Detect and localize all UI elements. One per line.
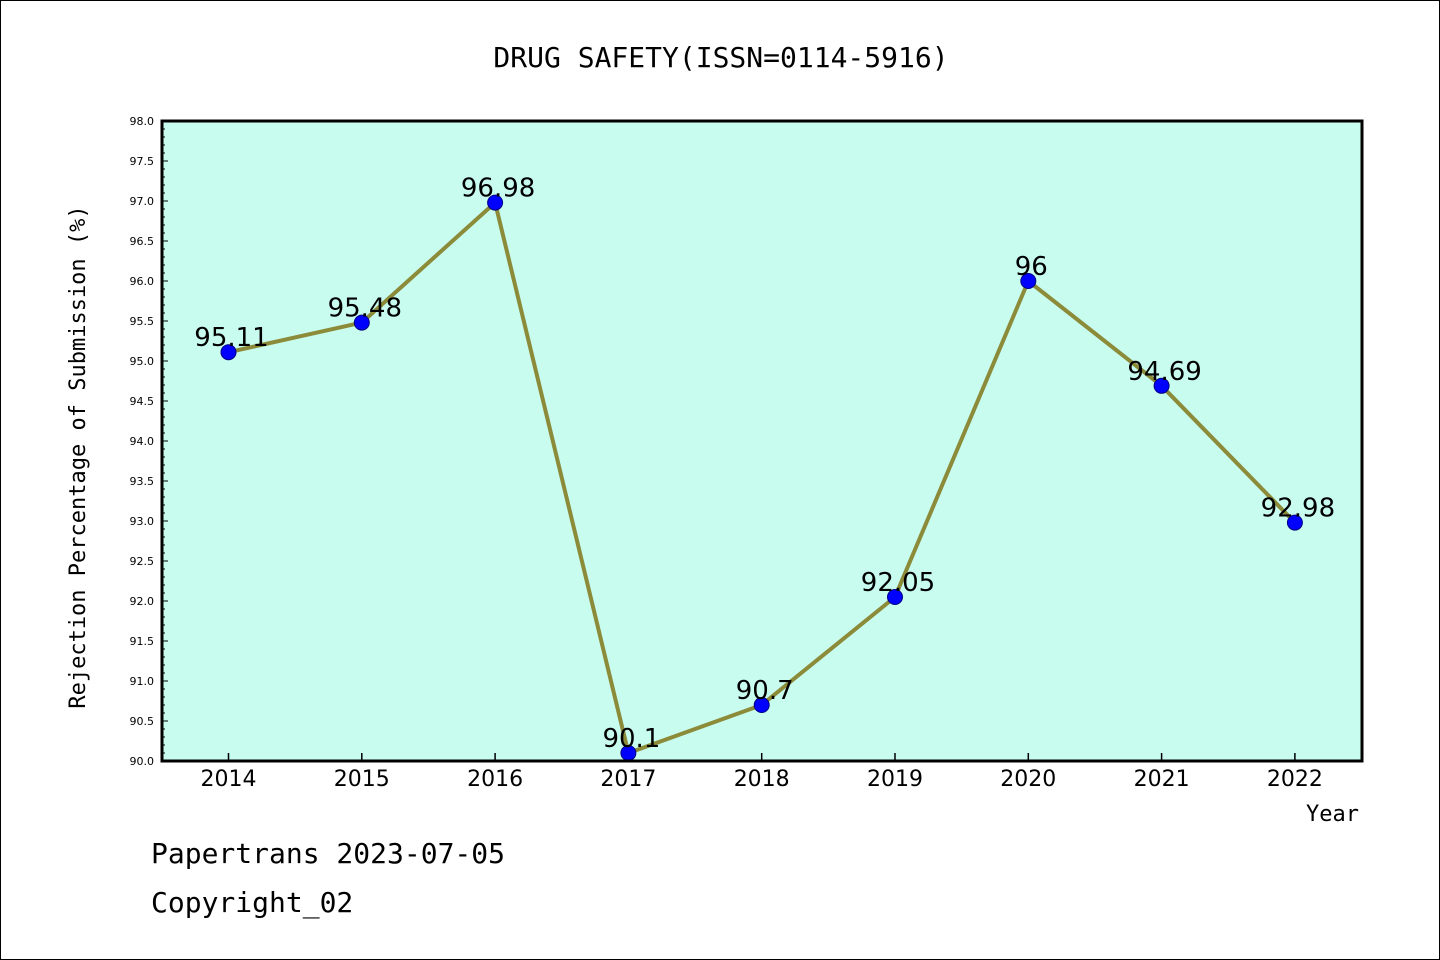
- y-tick-label: 90.5: [130, 715, 155, 728]
- data-point-marker: [220, 344, 237, 361]
- series-layer: [220, 194, 1303, 761]
- data-point-label: 96: [1015, 252, 1048, 282]
- x-tick-label: 2022: [1267, 767, 1323, 792]
- y-axis-label: Rejection Percentage of Submission (%): [66, 205, 91, 708]
- y-tick-label: 93.5: [130, 475, 155, 488]
- data-point-label: 95.48: [328, 294, 402, 324]
- data-point-marker: [753, 697, 770, 713]
- y-tick-label: 91.0: [130, 675, 155, 688]
- y-tick-label: 93.0: [130, 515, 155, 528]
- data-point-label: 94.69: [1127, 357, 1201, 387]
- data-point-marker: [353, 314, 370, 331]
- data-point-marker: [1020, 273, 1037, 289]
- y-tick-label: 90.0: [130, 755, 155, 768]
- data-point-label: 90.1: [602, 724, 660, 754]
- x-axis-ticks: 2014 2015 2016 2017 2018 2019 2020 2021 2022: [201, 753, 1323, 792]
- data-point-marker: [487, 194, 504, 211]
- y-tick-label: 94.5: [130, 395, 155, 408]
- y-tick-label: 92.5: [130, 555, 155, 568]
- x-tick-label: 2021: [1134, 767, 1190, 792]
- y-tick-label: 97.5: [130, 155, 155, 168]
- data-point-marker: [887, 589, 903, 605]
- y-tick-label: 95.0: [130, 355, 155, 368]
- y-tick-label: 92.0: [130, 595, 155, 608]
- y-tick-label: 96.5: [130, 235, 155, 248]
- plot-area: [162, 121, 1362, 761]
- footer-date-text: Papertrans 2023-07-05: [151, 837, 506, 870]
- y-axis-ticks: 90.0 90.5 91.0 91.5 92.0 92.5 93.0 93.5 94.0 94.5…: [130, 115, 168, 768]
- chart-title: DRUG SAFETY(ISSN=0114-5916): [493, 41, 948, 74]
- data-point-marker: [1286, 514, 1303, 531]
- x-tick-label: 2015: [334, 767, 390, 792]
- x-tick-label: 2016: [467, 767, 523, 792]
- x-axis-label: Year: [1306, 802, 1359, 827]
- y-tick-label: 98.0: [130, 115, 155, 128]
- x-tick-label: 2014: [201, 767, 257, 792]
- x-tick-label: 2019: [867, 767, 923, 792]
- footer-copyright-text: Copyright_02: [151, 886, 354, 919]
- data-point-label: 95.11: [194, 323, 268, 353]
- x-tick-label: 2017: [600, 767, 656, 792]
- data-labels-layer: 95.11 95.48 96.98 90.1 90.7 92.05 96 94.69 92.98: [194, 174, 1335, 754]
- y-tick-label: 94.0: [130, 435, 155, 448]
- data-point-label: 92.05: [861, 568, 935, 598]
- y-tick-label: 95.5: [130, 315, 155, 328]
- data-point-label: 96.98: [461, 174, 535, 204]
- data-point-marker: [1153, 377, 1170, 394]
- data-point-label: 92.98: [1261, 494, 1335, 524]
- x-tick-label: 2020: [1000, 767, 1056, 792]
- plot-frame: [160, 119, 1364, 763]
- data-point-label: 90.7: [736, 676, 794, 706]
- x-tick-label: 2018: [734, 767, 790, 792]
- y-tick-label: 97.0: [130, 195, 155, 208]
- y-tick-label: 96.0: [130, 275, 155, 288]
- y-tick-label: 91.5: [130, 635, 155, 648]
